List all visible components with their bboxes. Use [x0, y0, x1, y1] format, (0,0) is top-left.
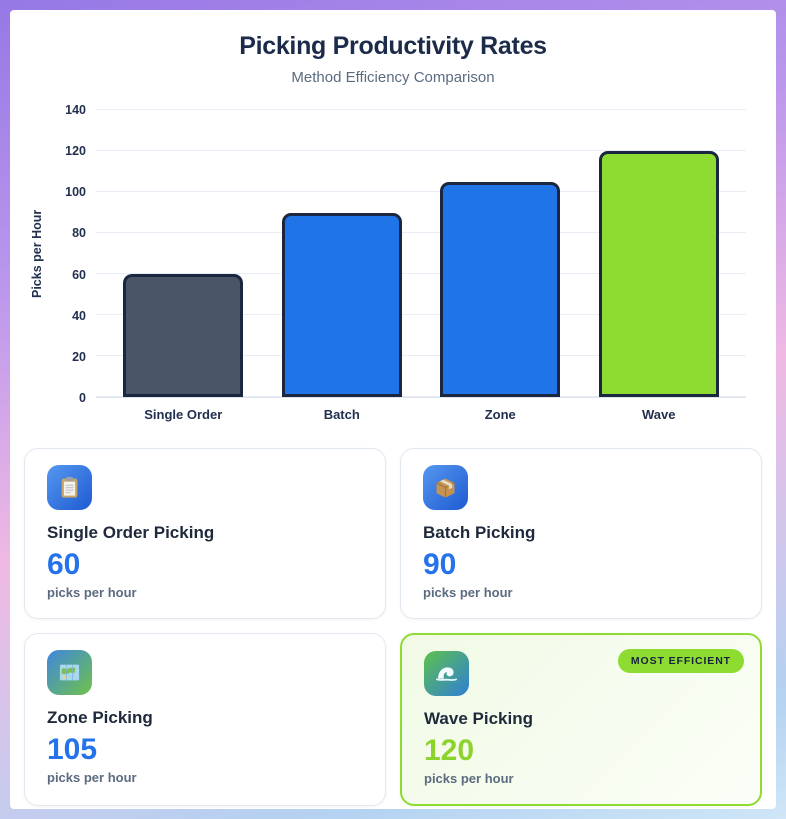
page-title: Picking Productivity Rates	[239, 32, 547, 60]
method-value: 105	[47, 733, 98, 766]
x-tick-zone: Zone	[484, 407, 516, 422]
gridline	[96, 355, 746, 356]
chart-plot-area	[96, 109, 746, 398]
bar-zone	[440, 181, 561, 397]
y-tick-label: 60	[72, 267, 86, 282]
page-subtitle: Method Efficiency Comparison	[291, 69, 495, 86]
method-name: Zone Picking	[47, 708, 153, 727]
method-card-zone: Zone Picking 105 picks per hour	[24, 633, 386, 806]
method-value: 60	[47, 548, 81, 581]
most-efficient-badge: MOST EFFICIENT	[617, 649, 744, 673]
bars	[96, 110, 746, 397]
y-tick-label: 0	[79, 391, 86, 405]
bar-wave	[598, 151, 719, 397]
method-unit: picks per hour	[424, 771, 514, 786]
method-card-single-order: Single Order Picking 60 picks per hour	[24, 448, 386, 619]
map-icon	[47, 650, 92, 695]
method-value: 90	[423, 548, 457, 581]
bar-chart: Picks per Hour 0 20 40 60 80 100 120 140 Single…	[10, 103, 776, 422]
y-tick-label: 140	[65, 103, 86, 117]
y-axis-title: Picks per Hour	[30, 209, 44, 299]
y-tick-label: 20	[72, 349, 86, 364]
dashboard-panel: Picking Productivity Rates Method Effici…	[10, 10, 776, 809]
y-tick-label: 80	[72, 226, 86, 241]
method-card-batch: Batch Picking 90 picks per hour	[400, 448, 762, 619]
clipboard-icon	[47, 465, 92, 510]
method-name: Wave Picking	[424, 709, 533, 728]
x-tick-single-order: Single Order	[144, 407, 223, 422]
wave-icon	[424, 651, 469, 696]
bar-single-order	[123, 274, 244, 397]
header: Picking Productivity Rates Method Effici…	[10, 10, 776, 86]
y-tick-label: 120	[65, 144, 86, 159]
x-tick-batch: Batch	[323, 407, 360, 422]
x-axis-labels: Single Order Batch Zone Wave	[96, 407, 746, 422]
method-name: Single Order Picking	[47, 523, 215, 542]
gridline	[96, 273, 746, 274]
method-unit: picks per hour	[47, 585, 137, 600]
gridline	[96, 191, 746, 192]
method-name: Batch Picking	[423, 523, 536, 542]
method-unit: picks per hour	[423, 585, 513, 600]
y-tick-label: 100	[65, 185, 86, 200]
method-card-wave: MOST EFFICIENT Wave Picking 120 picks pe…	[400, 633, 762, 806]
package-icon	[423, 465, 468, 510]
y-axis-ticks: 0 20 40 60 80 100 120 140	[50, 103, 96, 405]
gridline	[96, 232, 746, 233]
gridline	[96, 109, 746, 110]
x-tick-wave: Wave	[642, 407, 676, 422]
y-tick-label: 40	[72, 308, 86, 323]
bar-batch	[281, 212, 402, 397]
method-unit: picks per hour	[47, 770, 137, 785]
method-value: 120	[424, 734, 475, 767]
method-cards: Single Order Picking 60 picks per hour B…	[24, 448, 762, 806]
gridline	[96, 314, 746, 315]
gridline	[96, 396, 746, 397]
gridline	[96, 150, 746, 151]
